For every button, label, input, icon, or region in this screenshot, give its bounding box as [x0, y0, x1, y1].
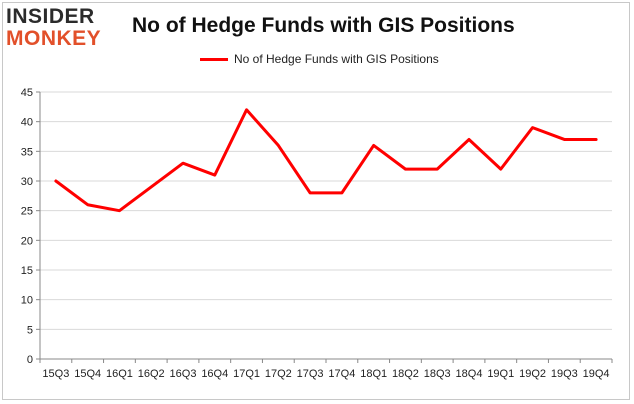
data-point	[500, 168, 502, 170]
x-tick-label: 15Q4	[74, 368, 101, 380]
x-tick-label: 17Q3	[297, 368, 324, 380]
x-tick-label: 17Q2	[265, 368, 292, 380]
x-tick-label: 17Q1	[233, 368, 260, 380]
data-point	[436, 168, 438, 170]
x-tick-label: 18Q3	[424, 368, 451, 380]
data-point	[118, 210, 120, 212]
chart-frame	[2, 2, 630, 400]
legend-swatch	[200, 57, 228, 61]
data-point	[468, 138, 470, 140]
x-tick-label: 16Q2	[138, 368, 165, 380]
data-point	[309, 192, 311, 194]
y-tick-label: 45	[21, 87, 33, 99]
y-tick-label: 25	[21, 206, 33, 218]
data-point	[341, 192, 343, 194]
y-tick-label: 30	[21, 176, 33, 188]
data-point	[87, 204, 89, 206]
logo-text-top: INSIDER	[6, 5, 95, 28]
insider-monkey-logo: INSIDER MONKEY	[6, 6, 118, 52]
x-tick-label: 19Q2	[519, 368, 546, 380]
y-tick-label: 10	[21, 295, 33, 307]
data-point	[563, 138, 565, 140]
y-tick-label: 0	[27, 354, 33, 366]
y-tick-label: 5	[27, 324, 33, 336]
y-tick-label: 15	[21, 265, 33, 277]
series-line	[54, 108, 598, 213]
x-tick-label: 19Q1	[487, 368, 514, 380]
chart-legend: No of Hedge Funds with GIS Positions	[200, 52, 439, 66]
data-point	[214, 174, 216, 176]
data-point	[246, 109, 248, 111]
x-tick-label: 16Q3	[170, 368, 197, 380]
logo-text-bottom: MONKEY	[6, 27, 102, 50]
data-point	[595, 138, 597, 140]
x-tick-label: 16Q1	[106, 368, 133, 380]
x-tick-label: 18Q1	[360, 368, 387, 380]
data-point	[532, 127, 534, 129]
y-tick-label: 35	[21, 146, 33, 158]
x-tick-label: 15Q3	[42, 368, 69, 380]
legend-label: No of Hedge Funds with GIS Positions	[234, 52, 439, 66]
chart-title: No of Hedge Funds with GIS Positions	[132, 14, 515, 37]
y-tick-label: 20	[21, 235, 33, 247]
x-tick-label: 19Q4	[583, 368, 610, 380]
data-point	[404, 168, 406, 170]
x-tick-label: 17Q4	[328, 368, 355, 380]
data-point	[277, 144, 279, 146]
x-tick-label: 19Q3	[551, 368, 578, 380]
x-tick-label: 18Q4	[456, 368, 483, 380]
data-point	[373, 144, 375, 146]
x-tick-label: 16Q4	[201, 368, 228, 380]
y-tick-label: 40	[21, 117, 33, 129]
x-tick-label: 18Q2	[392, 368, 419, 380]
data-point	[55, 180, 57, 182]
data-point	[182, 162, 184, 164]
data-point	[150, 186, 152, 188]
